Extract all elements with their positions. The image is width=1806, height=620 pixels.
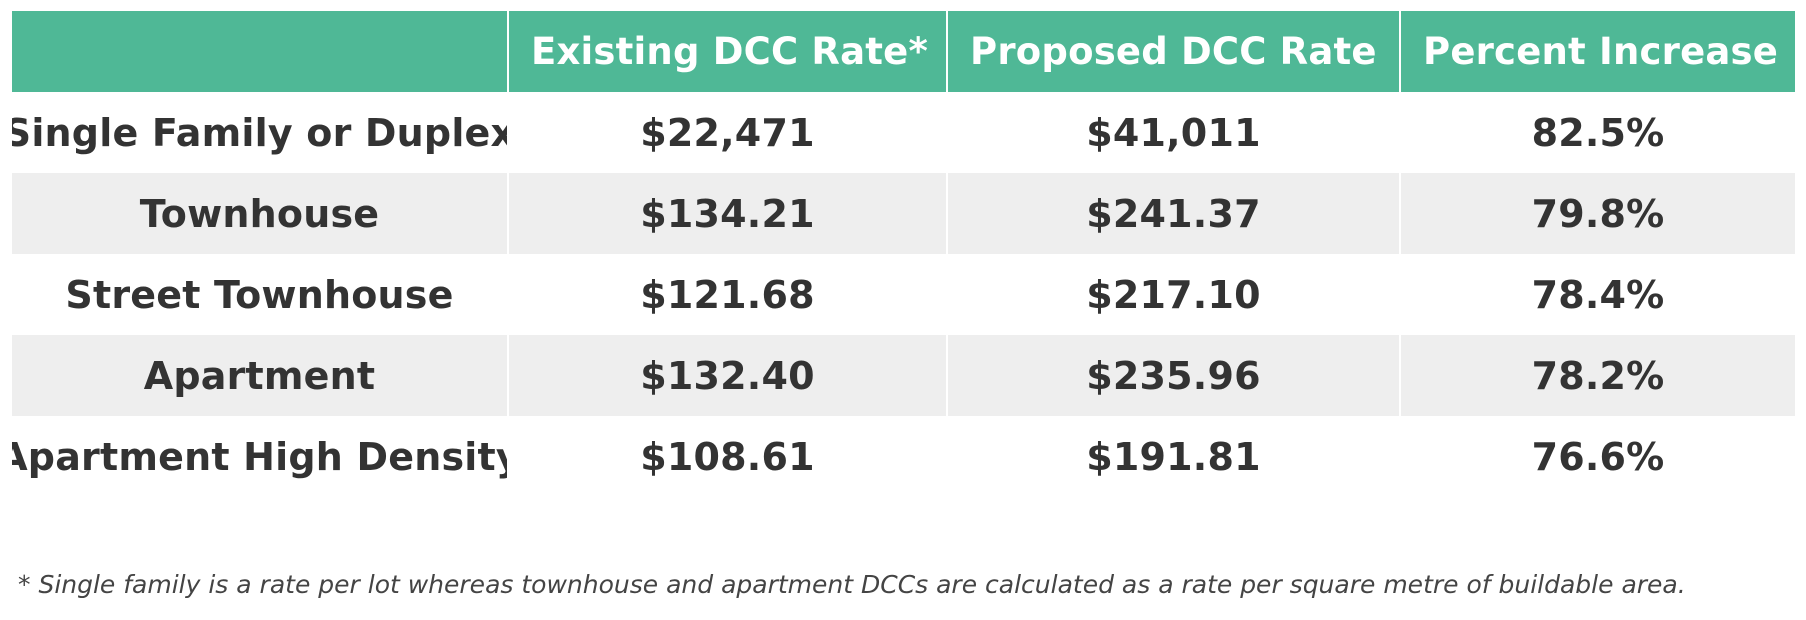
table-row: Street Townhouse $121.68 $217.10 78.4% [12, 254, 1795, 335]
existing-rate-cell: $22,471 [509, 92, 946, 173]
dwelling-type-cell: Apartment [12, 335, 507, 416]
percent-increase-cell: 82.5% [1401, 92, 1795, 173]
header-cell-empty [12, 11, 507, 92]
proposed-rate-cell: $241.37 [948, 173, 1399, 254]
proposed-rate-cell: $217.10 [948, 254, 1399, 335]
table-row: Apartment $132.40 $235.96 78.2% [12, 335, 1795, 416]
existing-rate-cell: $134.21 [509, 173, 946, 254]
header-existing-dcc-rate: Existing DCC Rate* [509, 11, 946, 92]
existing-rate-cell: $108.61 [509, 416, 946, 497]
table-row: Apartment High Density $108.61 $191.81 7… [12, 416, 1795, 497]
percent-increase-cell: 79.8% [1401, 173, 1795, 254]
header-proposed-dcc-rate: Proposed DCC Rate [948, 11, 1399, 92]
dcc-rate-table: Existing DCC Rate* Proposed DCC Rate Per… [12, 11, 1795, 497]
dwelling-type-cell: Apartment High Density [12, 416, 507, 497]
proposed-rate-cell: $41,011 [948, 92, 1399, 173]
proposed-rate-cell: $235.96 [948, 335, 1399, 416]
existing-rate-cell: $121.68 [509, 254, 946, 335]
proposed-rate-cell: $191.81 [948, 416, 1399, 497]
dwelling-type-cell: Townhouse [12, 173, 507, 254]
dwelling-type-cell: Single Family or Duplex [12, 92, 507, 173]
table-row: Townhouse $134.21 $241.37 79.8% [12, 173, 1795, 254]
table-row: Single Family or Duplex $22,471 $41,011 … [12, 92, 1795, 173]
dwelling-type-cell: Street Townhouse [12, 254, 507, 335]
header-percent-increase: Percent Increase [1401, 11, 1795, 92]
table-header-row: Existing DCC Rate* Proposed DCC Rate Per… [12, 11, 1795, 92]
existing-rate-cell: $132.40 [509, 335, 946, 416]
percent-increase-cell: 78.2% [1401, 335, 1795, 416]
table-footnote: * Single family is a rate per lot wherea… [18, 570, 1686, 599]
percent-increase-cell: 76.6% [1401, 416, 1795, 497]
percent-increase-cell: 78.4% [1401, 254, 1795, 335]
